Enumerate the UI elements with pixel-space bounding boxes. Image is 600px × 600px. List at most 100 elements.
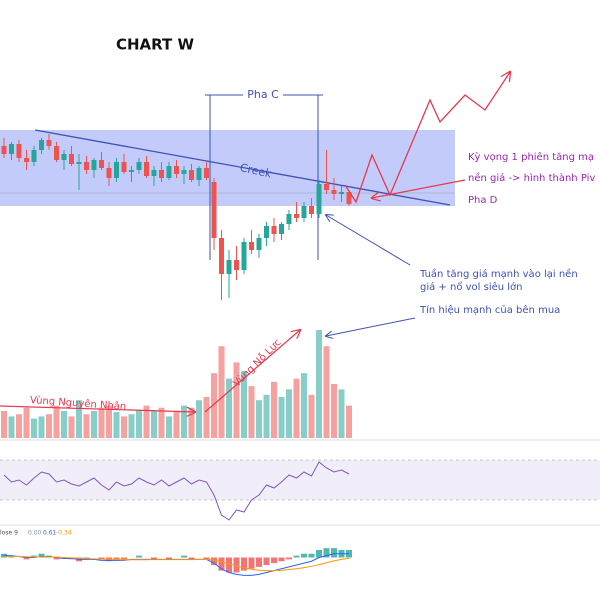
volume-bar bbox=[143, 405, 150, 438]
candle-body bbox=[99, 160, 104, 168]
candle-body bbox=[301, 206, 307, 218]
volume-bar bbox=[113, 412, 120, 438]
candle-body bbox=[1, 146, 7, 154]
volume-bar bbox=[256, 400, 262, 438]
candle-body bbox=[76, 162, 82, 164]
histogram-bar bbox=[113, 557, 120, 560]
volume-bar bbox=[31, 418, 37, 438]
volume-bar bbox=[338, 389, 345, 438]
histogram-bar bbox=[98, 557, 105, 560]
volume-bar bbox=[323, 346, 330, 438]
candle-body bbox=[46, 140, 52, 146]
candle-body bbox=[121, 162, 127, 172]
macd-legend-value: 0.61 bbox=[43, 530, 57, 537]
volume-bar bbox=[181, 405, 187, 438]
annotation: nền giá -> hình thành Piv bbox=[468, 172, 595, 184]
candle-body bbox=[31, 150, 37, 162]
volume-bar bbox=[121, 416, 127, 438]
annotation: giá + nổ vol siêu lớn bbox=[420, 280, 523, 293]
candle-body bbox=[174, 166, 179, 174]
volume-bar bbox=[128, 414, 135, 438]
volume-bar bbox=[68, 416, 75, 438]
candle-body bbox=[234, 260, 239, 270]
candle-body bbox=[309, 206, 314, 214]
candle-body bbox=[196, 168, 202, 180]
histogram-bar bbox=[121, 557, 127, 560]
volume-bar bbox=[196, 400, 202, 438]
candle-body bbox=[136, 162, 142, 170]
volume-bar bbox=[301, 373, 307, 438]
histogram-bar bbox=[263, 557, 270, 565]
candle-body bbox=[69, 154, 74, 164]
histogram-bar bbox=[53, 557, 60, 560]
phase-label: Pha C bbox=[247, 88, 279, 101]
candle-body bbox=[181, 170, 187, 174]
candle-body bbox=[144, 162, 149, 176]
volume-bar bbox=[203, 396, 210, 438]
histogram-bar bbox=[151, 557, 157, 560]
volume-bar bbox=[53, 405, 60, 438]
candle-body bbox=[189, 170, 194, 180]
candle-body bbox=[106, 168, 112, 178]
histogram-bar bbox=[241, 557, 247, 571]
candle-body bbox=[346, 192, 352, 204]
candle-body bbox=[279, 224, 284, 234]
histogram-bar bbox=[278, 557, 285, 562]
annotation: Tuần tăng giá mạnh vào lại nền bbox=[419, 268, 578, 280]
arrow bbox=[372, 179, 466, 198]
volume-bar bbox=[286, 389, 292, 438]
arrow bbox=[0, 405, 195, 412]
candle-body bbox=[271, 226, 277, 234]
volume-bar bbox=[8, 416, 15, 438]
histogram-bar bbox=[226, 557, 232, 573]
volume-bar bbox=[1, 411, 7, 438]
histogram-bar bbox=[308, 553, 315, 558]
candle-body bbox=[256, 238, 262, 250]
candle-body bbox=[24, 158, 29, 162]
candle-body bbox=[226, 260, 232, 274]
histogram-bar bbox=[286, 557, 292, 560]
arrow bbox=[204, 330, 300, 413]
candle-body bbox=[316, 184, 322, 214]
candle-body bbox=[61, 154, 67, 160]
macd-legend-name: lose 9 bbox=[0, 530, 18, 537]
histogram-bar bbox=[166, 557, 172, 560]
volume-bar bbox=[38, 416, 45, 438]
histogram-bar bbox=[323, 548, 330, 558]
arrow bbox=[326, 215, 411, 266]
histogram-bar bbox=[218, 557, 225, 571]
candle-body bbox=[54, 146, 59, 160]
macd-legend-value: -0.34 bbox=[56, 530, 72, 537]
volume-bar bbox=[226, 378, 232, 438]
candle-body bbox=[39, 140, 44, 150]
histogram-bar bbox=[293, 555, 300, 558]
annotation: Tín hiệu mạnh của bên mua bbox=[419, 304, 560, 316]
volume-bar bbox=[316, 330, 322, 438]
macd-legend-value: 0.00 bbox=[28, 530, 42, 537]
candle-body bbox=[91, 160, 97, 170]
volume-bar bbox=[61, 411, 67, 438]
volume-bar bbox=[136, 409, 142, 438]
volume-bar bbox=[173, 412, 180, 438]
candle-body bbox=[9, 144, 14, 154]
rsi-line bbox=[3, 461, 350, 521]
histogram-bar bbox=[136, 555, 142, 558]
candle-body bbox=[129, 170, 134, 172]
volume-bar bbox=[293, 378, 300, 438]
volume-bar bbox=[98, 407, 105, 438]
signal-line bbox=[3, 555, 350, 572]
histogram-bar bbox=[23, 557, 30, 560]
volume-bar bbox=[83, 414, 90, 438]
volume-bar bbox=[188, 407, 195, 438]
candle-body bbox=[159, 170, 164, 178]
volume-bar bbox=[308, 394, 315, 438]
histogram-bar bbox=[233, 557, 240, 573]
volume-bar bbox=[16, 414, 22, 438]
volume-bar bbox=[271, 381, 277, 438]
phase-label: Pha D bbox=[468, 195, 498, 206]
candle-body bbox=[294, 214, 299, 218]
histogram-bar bbox=[301, 553, 307, 558]
candle-body bbox=[249, 242, 254, 250]
candle-body bbox=[264, 226, 269, 238]
